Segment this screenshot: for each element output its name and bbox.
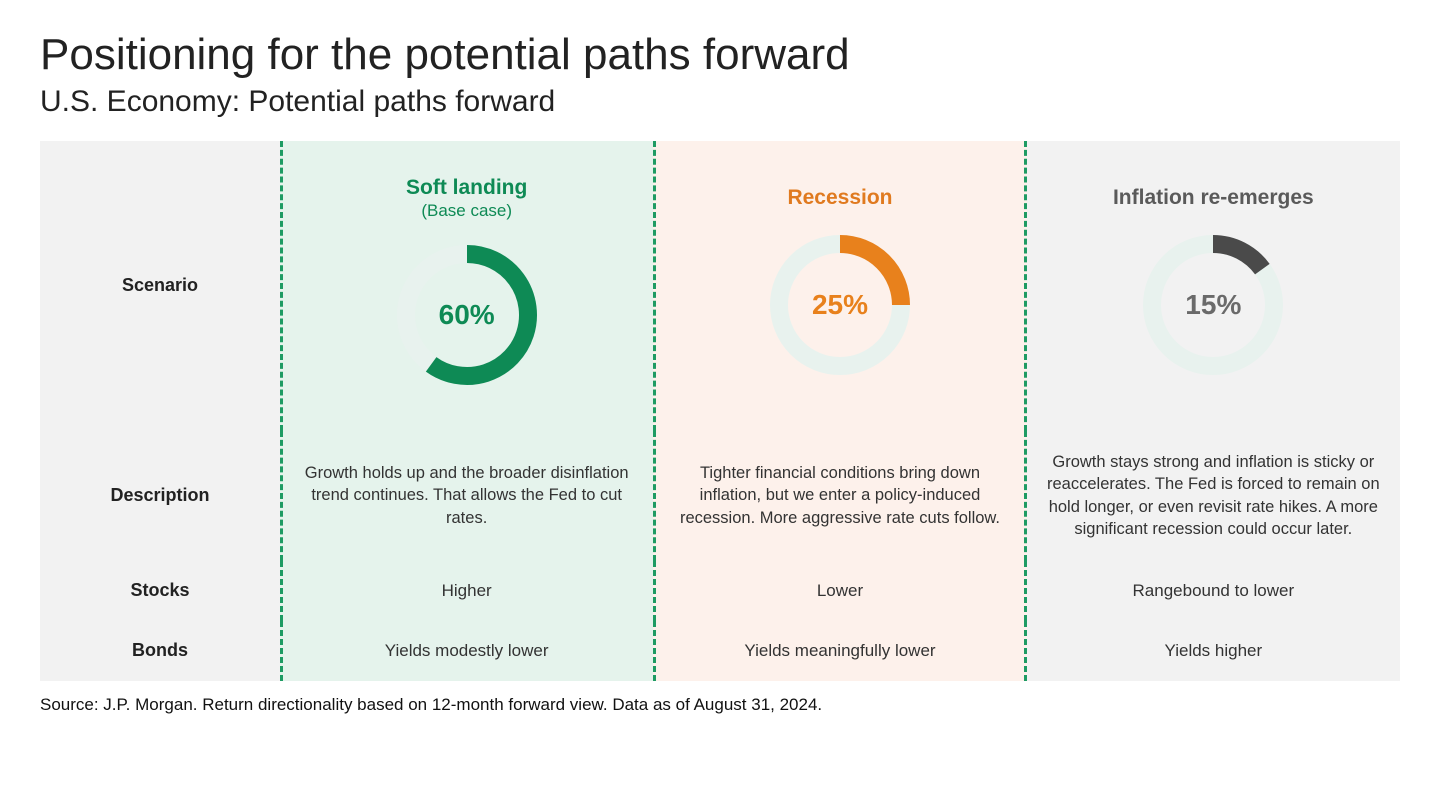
desc-text-soft-landing: Growth holds up and the broader disinfla… <box>298 462 635 529</box>
scenario-cell-inflation: Inflation re-emerges 15% <box>1027 141 1400 431</box>
donut-chart-icon <box>387 235 547 395</box>
rowlabel-description: Description <box>40 431 280 561</box>
desc-soft-landing: Growth holds up and the broader disinfla… <box>280 431 653 561</box>
page-title: Positioning for the potential paths forw… <box>40 30 1400 81</box>
source-note: Source: J.P. Morgan. Return directionali… <box>40 695 1400 715</box>
page-subtitle: U.S. Economy: Potential paths forward <box>40 85 1400 119</box>
bonds-soft-landing: Yields modestly lower <box>280 621 653 681</box>
bonds-inflation: Yields higher <box>1027 621 1400 681</box>
desc-text-inflation: Growth stays strong and inflation is sti… <box>1045 451 1382 540</box>
desc-recession: Tighter financial conditions bring down … <box>653 431 1026 561</box>
rowlabel-scenario: Scenario <box>40 141 280 431</box>
scenario-cell-soft-landing: Soft landing (Base case) 60% <box>280 141 653 431</box>
scenario-table: Scenario Soft landing (Base case) 60% Re… <box>40 141 1400 681</box>
scenario-title-inflation: Inflation re-emerges <box>1113 186 1314 209</box>
desc-inflation: Growth stays strong and inflation is sti… <box>1027 431 1400 561</box>
bonds-recession: Yields meaningfully lower <box>653 621 1026 681</box>
donut-inflation: 15% <box>1133 225 1293 385</box>
desc-text-recession: Tighter financial conditions bring down … <box>671 462 1008 529</box>
stocks-soft-landing: Higher <box>280 561 653 621</box>
rowlabel-stocks: Stocks <box>40 561 280 621</box>
scenario-title-recession: Recession <box>787 186 892 209</box>
donut-recession: 25% <box>760 225 920 385</box>
scenario-title-soft-landing: Soft landing <box>406 176 527 199</box>
scenario-cell-recession: Recession 25% <box>653 141 1026 431</box>
rowlabel-bonds: Bonds <box>40 621 280 681</box>
scenario-subtitle-soft-landing: (Base case) <box>421 201 512 221</box>
donut-soft-landing: 60% <box>387 235 547 395</box>
donut-chart-icon <box>1133 225 1293 385</box>
stocks-recession: Lower <box>653 561 1026 621</box>
donut-chart-icon <box>760 225 920 385</box>
stocks-inflation: Rangebound to lower <box>1027 561 1400 621</box>
